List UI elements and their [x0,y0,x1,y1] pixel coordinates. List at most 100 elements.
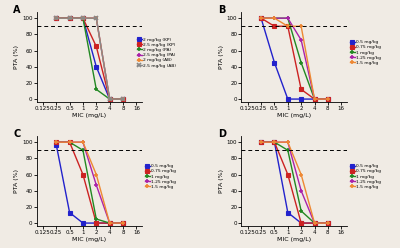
1 mg/kg [299,210,304,213]
0.75 mg/kg [121,221,126,224]
0.5 mg/kg [286,211,290,214]
2.5 mg/kg (KP) [67,17,72,20]
1.25 mg/kg [312,221,317,224]
X-axis label: MIC (mg/L): MIC (mg/L) [277,113,312,119]
1 mg/kg [312,97,317,100]
Text: D: D [218,129,226,139]
0.5 mg/kg [67,211,72,214]
X-axis label: MIC (mg/L): MIC (mg/L) [277,237,312,243]
1.5 mg/kg [299,25,304,28]
Line: 1.25 mg/kg: 1.25 mg/kg [259,16,330,101]
1.25 mg/kg [259,141,264,144]
Line: 0.75 mg/kg: 0.75 mg/kg [54,140,126,225]
0.5 mg/kg [80,221,85,224]
0.75 mg/kg [67,141,72,144]
2.5 mg/kg (PA) [107,97,112,100]
X-axis label: MIC (mg/L): MIC (mg/L) [72,113,106,119]
1 mg/kg [272,141,277,144]
2.5 mg/kg (PA) [80,17,85,20]
0.75 mg/kg [259,141,264,144]
2 mg/kg (PA) [107,97,112,100]
Text: B: B [218,5,226,15]
0.75 mg/kg [326,221,330,224]
1.5 mg/kg [54,141,59,144]
0.5 mg/kg [326,97,330,100]
1.5 mg/kg [326,221,330,224]
0.75 mg/kg [272,141,277,144]
1 mg/kg [326,97,330,100]
1 mg/kg [259,17,264,20]
X-axis label: MIC (mg/L): MIC (mg/L) [72,237,106,243]
1.25 mg/kg [272,17,277,20]
0.5 mg/kg [259,17,264,20]
Line: 2.5 mg/kg (KP): 2.5 mg/kg (KP) [54,16,126,101]
1 mg/kg [286,149,290,152]
0.75 mg/kg [94,221,99,224]
2 mg/kg (AB) [54,17,59,20]
1.5 mg/kg [312,221,317,224]
0.75 mg/kg [286,173,290,176]
2.5 mg/kg (KP) [80,17,85,20]
1.25 mg/kg [272,141,277,144]
Legend: 0.5 mg/kg, 0.75 mg/kg, 1 mg/kg, 1.25 mg/kg, 1.5 mg/kg: 0.5 mg/kg, 0.75 mg/kg, 1 mg/kg, 1.25 mg/… [349,163,382,190]
2 mg/kg (KP) [67,17,72,20]
1.5 mg/kg [259,141,264,144]
2 mg/kg (KP) [94,65,99,68]
2.5 mg/kg (AB) [67,17,72,20]
1.25 mg/kg [94,184,99,186]
0.75 mg/kg [326,97,330,100]
1.5 mg/kg [312,97,317,100]
2 mg/kg (KP) [107,97,112,100]
1.25 mg/kg [54,141,59,144]
0.75 mg/kg [272,25,277,28]
1 mg/kg [94,217,99,220]
2 mg/kg (KP) [80,17,85,20]
Line: 0.75 mg/kg: 0.75 mg/kg [259,16,330,101]
2.5 mg/kg (KP) [121,97,126,100]
0.75 mg/kg [299,221,304,224]
1.5 mg/kg [326,97,330,100]
0.5 mg/kg [299,221,304,224]
1 mg/kg [326,221,330,224]
Legend: 0.5 mg/kg, 0.75 mg/kg, 1 mg/kg, 1.25 mg/kg, 1.5 mg/kg: 0.5 mg/kg, 0.75 mg/kg, 1 mg/kg, 1.25 mg/… [144,163,177,190]
2 mg/kg (AB) [80,17,85,20]
0.5 mg/kg [272,141,277,144]
2.5 mg/kg (AB) [80,17,85,20]
1.25 mg/kg [107,221,112,224]
1 mg/kg [67,141,72,144]
Line: 1.25 mg/kg: 1.25 mg/kg [259,140,330,225]
Line: 0.5 mg/kg: 0.5 mg/kg [259,16,330,101]
2 mg/kg (PA) [121,97,126,100]
Line: 2.5 mg/kg (PA): 2.5 mg/kg (PA) [54,16,126,101]
2 mg/kg (PA) [54,17,59,20]
Line: 1 mg/kg: 1 mg/kg [54,140,126,225]
1.25 mg/kg [80,141,85,144]
2 mg/kg (PA) [94,88,99,91]
1.25 mg/kg [286,17,290,20]
1.5 mg/kg [80,141,85,144]
2.5 mg/kg (KP) [54,17,59,20]
2 mg/kg (AB) [94,17,99,20]
2.5 mg/kg (KP) [94,45,99,48]
0.75 mg/kg [312,97,317,100]
2 mg/kg (AB) [67,17,72,20]
1.5 mg/kg [299,173,304,176]
0.5 mg/kg [259,141,264,144]
2 mg/kg (PA) [67,17,72,20]
1 mg/kg [54,141,59,144]
1.25 mg/kg [286,141,290,144]
0.5 mg/kg [54,143,59,146]
1 mg/kg [107,221,112,224]
Legend: 2 mg/kg (KP), 2.5 mg/kg (KP), 2 mg/kg (PA), 2.5 mg/kg (PA), 2 mg/kg (AB), 2.5 mg: 2 mg/kg (KP), 2.5 mg/kg (KP), 2 mg/kg (P… [136,36,177,68]
2 mg/kg (KP) [121,97,126,100]
1.25 mg/kg [299,189,304,192]
2.5 mg/kg (AB) [94,17,99,20]
2.5 mg/kg (KP) [107,97,112,100]
1.25 mg/kg [326,221,330,224]
1.5 mg/kg [286,141,290,144]
1.25 mg/kg [67,141,72,144]
2 mg/kg (PA) [80,17,85,20]
Line: 1.5 mg/kg: 1.5 mg/kg [54,140,126,225]
0.75 mg/kg [286,25,290,28]
Text: C: C [13,129,20,139]
